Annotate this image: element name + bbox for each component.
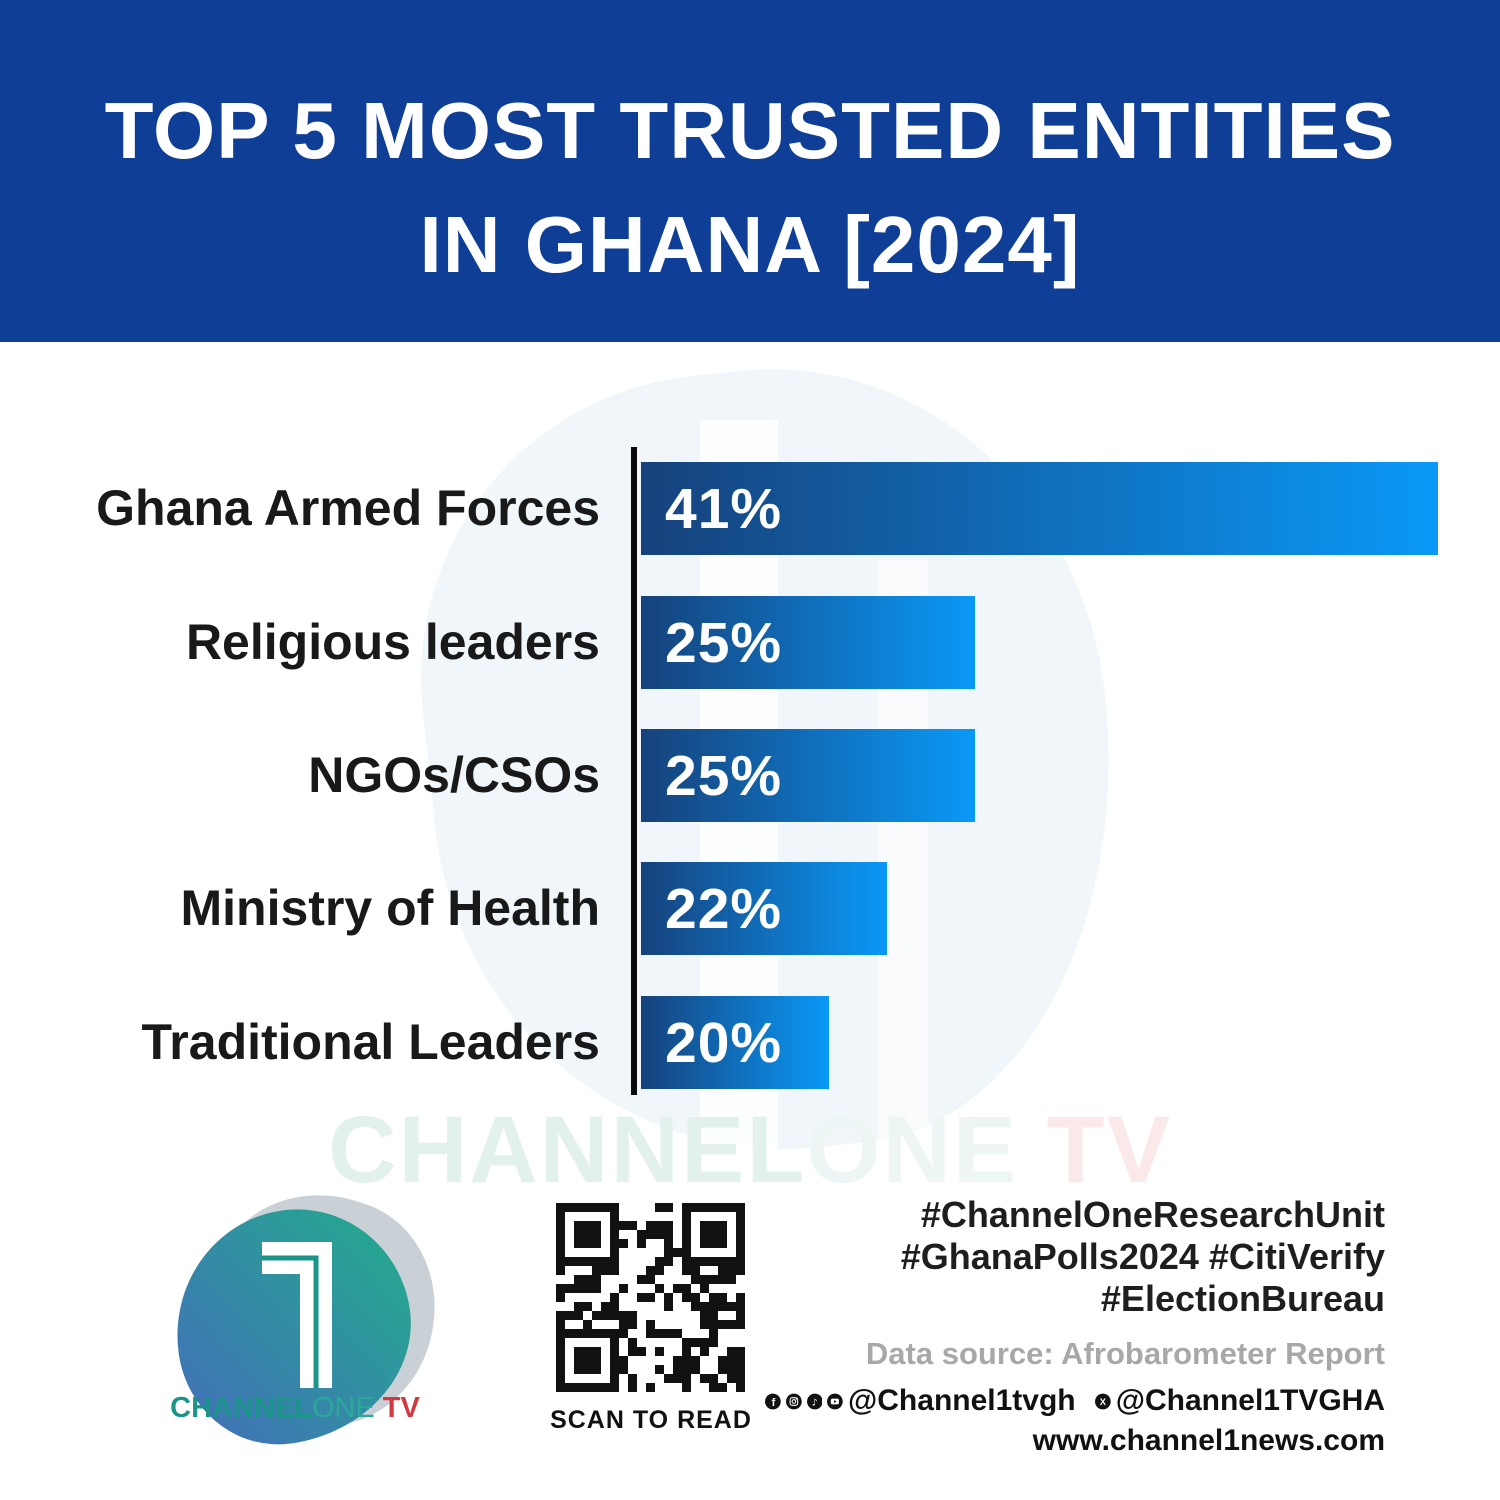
logo-wordmark: CHANNELONE TV [140,1392,450,1425]
wordmark-one: ONE [311,1392,375,1424]
wordmark-channel: CHANNEL [170,1392,312,1424]
logo-one-icon [262,1242,332,1388]
bar-value-label: 25% [665,744,783,808]
channel-one-watermark-text: CHANNELONE TV [0,1096,1500,1205]
youtube-icon [827,1393,844,1409]
bar: 41% [641,462,1438,555]
bar: 25% [641,729,975,822]
category-label: Ghana Armed Forces [96,480,600,536]
bar: 20% [641,996,829,1089]
wordmark-tv: TV [382,1392,420,1424]
svg-text:X: X [1100,1397,1107,1407]
handle-x: @Channel1TVGHA [1115,1384,1385,1417]
hashtag-line: #GhanaPolls2024 #CitiVerify [900,1236,1385,1277]
bar: 22% [641,862,887,955]
watermark-tv: TV [1018,1097,1173,1203]
bar-value-label: 20% [665,1011,783,1075]
website-url: www.channel1news.com [1032,1424,1385,1457]
hashtag-line: #ChannelOneResearchUnit [920,1194,1385,1235]
bar-value-label: 41% [665,477,783,541]
instagram-icon [785,1393,802,1409]
page-title: TOP 5 MOST TRUSTED ENTITIES IN GHANA [20… [0,74,1500,302]
hashtags: #ChannelOneResearchUnit #GhanaPolls2024 … [765,1194,1385,1320]
facebook-icon: f [765,1393,781,1409]
category-label: NGOs/CSOs [308,747,600,803]
svg-text:♪: ♪ [811,1397,817,1408]
hashtag-line: #ElectionBureau [1100,1278,1385,1319]
bar: 25% [641,596,975,689]
social-row: f ♪ @Channel1tvgh X @Channel1TVGHA [765,1384,1385,1418]
title-line-1: TOP 5 MOST TRUSTED ENTITIES [104,86,1396,175]
svg-text:f: f [772,1396,776,1408]
qr-code [556,1203,745,1392]
category-label: Ministry of Health [180,880,600,936]
handle-main: @Channel1tvgh [848,1384,1076,1417]
watermark-channel: CHANNEL [327,1097,807,1203]
channel-one-logo: CHANNELONE TV [140,1166,465,1458]
x-icon: X [1094,1393,1111,1409]
qr-caption: SCAN TO READ [550,1406,752,1434]
data-source-note: Data source: Afrobarometer Report [865,1336,1385,1371]
watermark-one: ONE [806,1097,1019,1203]
bar-value-label: 22% [665,877,783,941]
y-axis-line [631,447,637,1095]
title-line-2: IN GHANA [2024] [419,200,1081,289]
category-label: Religious leaders [185,614,600,670]
footer-right-block: #ChannelOneResearchUnit #GhanaPolls2024 … [765,1194,1385,1458]
category-label: Traditional Leaders [141,1014,600,1070]
header-band: TOP 5 MOST TRUSTED ENTITIES IN GHANA [20… [0,0,1500,342]
tiktok-icon: ♪ [806,1393,823,1409]
bar-value-label: 25% [665,611,783,675]
